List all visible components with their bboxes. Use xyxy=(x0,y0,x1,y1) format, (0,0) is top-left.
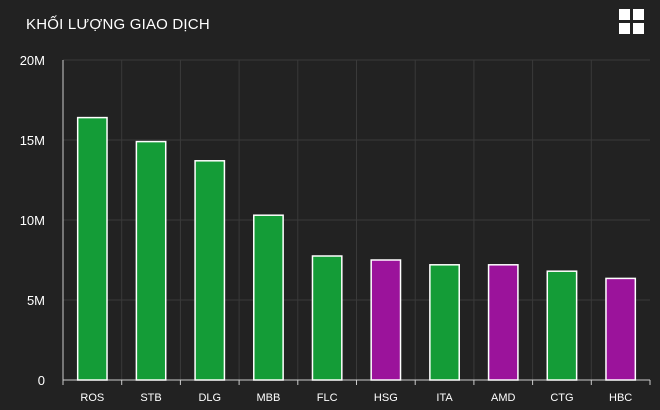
bar-mbb xyxy=(253,214,284,381)
bar-flc xyxy=(311,255,343,381)
bars xyxy=(76,116,637,381)
x-tick-label: AMD xyxy=(491,392,516,404)
bar-amd xyxy=(487,264,519,381)
chart-title: KHỐI LƯỢNG GIAO DỊCH xyxy=(26,16,210,33)
x-tick-label: HSG xyxy=(374,392,398,404)
x-tick-label: FLC xyxy=(317,392,338,404)
x-tick-label: HBC xyxy=(609,392,632,404)
y-tick-label: 15M xyxy=(20,133,45,148)
bar-ita xyxy=(429,264,460,381)
y-tick-label: 10M xyxy=(20,213,45,228)
grid-lines xyxy=(63,59,650,380)
bar-stb xyxy=(135,140,167,381)
x-tick-label: MBB xyxy=(257,392,281,404)
x-tick-label: STB xyxy=(140,392,161,404)
x-tick-label: DLG xyxy=(198,392,221,404)
bar-hsg xyxy=(370,259,402,381)
y-tick-label: 0 xyxy=(38,373,45,388)
x-tick-label: ROS xyxy=(80,392,104,404)
x-tick-label: CTG xyxy=(550,392,573,404)
bar-hbc xyxy=(605,277,637,381)
bar-ros xyxy=(76,116,108,381)
labels: 0 5M 10M 15M 20M ROS STB DLG MBB FLC HSG ITA AMD CTG H… xyxy=(20,53,633,404)
y-tick-label: 5M xyxy=(27,293,45,308)
chart-menu-button[interactable] xyxy=(618,8,646,36)
x-tick-label: ITA xyxy=(436,392,453,404)
bar-ctg xyxy=(546,270,578,381)
bar-dlg xyxy=(194,160,226,381)
y-tick-label: 20M xyxy=(20,53,45,68)
